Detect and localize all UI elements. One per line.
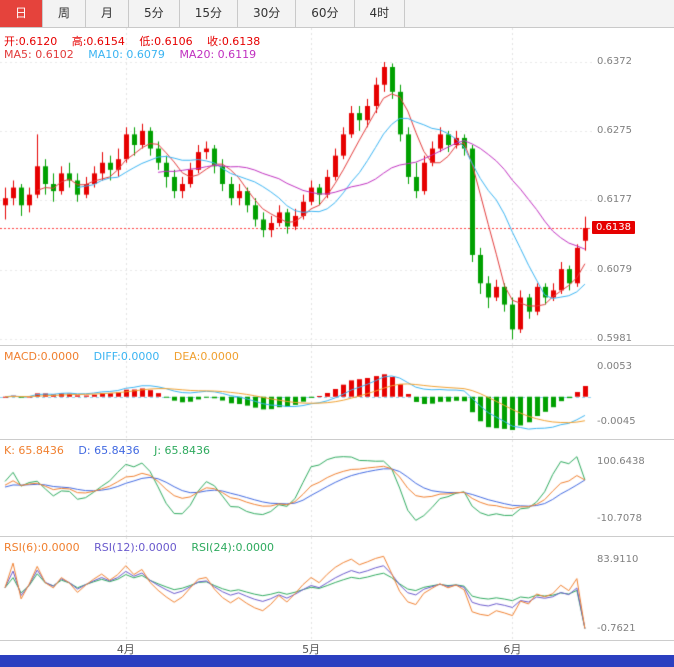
- main-pane: 开:0.6120 高:0.6154 低:0.6106 收:0.6138 MA5:…: [0, 28, 674, 346]
- bottom-bar: [0, 655, 674, 667]
- x-axis-label: 5月: [302, 643, 321, 656]
- close-value: 收:0.6138: [207, 35, 261, 48]
- y-axis-tick: 0.6275: [597, 124, 632, 136]
- ohlc-legend: 开:0.6120 高:0.6154 低:0.6106 收:0.6138: [4, 33, 271, 49]
- tab-4hour[interactable]: 4时: [355, 0, 406, 27]
- x-axis-label: 4月: [116, 643, 135, 656]
- tab-60min[interactable]: 60分: [296, 0, 355, 27]
- y-axis-tick: 0.6177: [597, 194, 632, 206]
- current-price-badge: 0.6138: [592, 220, 635, 234]
- tab-day[interactable]: 日: [0, 0, 44, 27]
- rsi-pane: RSI(6):0.0000 RSI(12):0.0000 RSI(24):0.0…: [0, 537, 674, 641]
- rsi12-value: RSI(12):0.0000: [94, 541, 177, 554]
- y-axis-tick: 0.5981: [597, 333, 632, 345]
- x-axis: 4月 5月 6月: [0, 641, 674, 656]
- low-value: 低:0.6106: [139, 35, 193, 48]
- tab-week[interactable]: 周: [43, 0, 87, 27]
- macd-pane: MACD:0.0000 DIFF:0.0000 DEA:0.0000 0.005…: [0, 346, 674, 440]
- high-value: 高:0.6154: [71, 35, 125, 48]
- y-axis-tick: 83.9110: [597, 553, 639, 565]
- y-axis-tick: -10.7078: [597, 512, 642, 524]
- diff-value: DIFF:0.0000: [93, 350, 160, 363]
- kdj-pane: K: 65.8436 D: 65.8436 J: 65.8436 100.643…: [0, 440, 674, 537]
- j-value: J: 65.8436: [154, 444, 211, 457]
- tab-5min[interactable]: 5分: [129, 0, 180, 27]
- k-value: K: 65.8436: [4, 444, 64, 457]
- y-axis-tick: 0.0053: [597, 360, 632, 372]
- ma20-value: MA20: 0.6119: [179, 48, 257, 61]
- d-value: D: 65.8436: [78, 444, 140, 457]
- period-toolbar: 日 周 月 5分 15分 30分 60分 4时: [0, 0, 674, 28]
- y-axis-tick: 0.6079: [597, 263, 632, 275]
- open-value: 开:0.6120: [4, 35, 58, 48]
- tab-15min[interactable]: 15分: [180, 0, 238, 27]
- y-axis-tick: -0.7621: [597, 623, 636, 635]
- ma-legend: MA5: 0.6102 MA10: 0.6079 MA20: 0.6119: [4, 48, 267, 61]
- macd-value: MACD:0.0000: [4, 350, 80, 363]
- y-axis-tick: 0.6372: [597, 56, 632, 68]
- tab-month[interactable]: 月: [86, 0, 130, 27]
- tab-30min[interactable]: 30分: [238, 0, 297, 27]
- dea-value: DEA:0.0000: [173, 350, 239, 363]
- kdj-legend: K: 65.8436 D: 65.8436 J: 65.8436: [4, 444, 221, 457]
- ma10-value: MA10: 0.6079: [88, 48, 165, 61]
- rsi6-value: RSI(6):0.0000: [4, 541, 80, 554]
- y-axis-tick: 100.6438: [597, 456, 645, 468]
- kdj-chart-canvas[interactable]: [0, 440, 592, 536]
- y-axis-tick: -0.0045: [597, 416, 636, 428]
- macd-chart-canvas[interactable]: [0, 346, 592, 439]
- rsi-legend: RSI(6):0.0000 RSI(12):0.0000 RSI(24):0.0…: [4, 541, 285, 554]
- x-axis-label: 6月: [503, 643, 522, 656]
- macd-legend: MACD:0.0000 DIFF:0.0000 DEA:0.0000: [4, 350, 250, 363]
- rsi-chart-canvas[interactable]: [0, 537, 592, 640]
- ma5-value: MA5: 0.6102: [4, 48, 74, 61]
- main-chart-canvas[interactable]: [0, 28, 592, 345]
- rsi24-value: RSI(24):0.0000: [191, 541, 274, 554]
